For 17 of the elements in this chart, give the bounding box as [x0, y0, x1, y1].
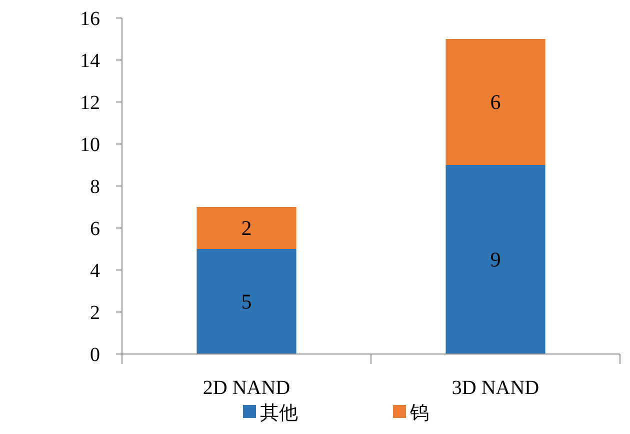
- data-label: 6: [490, 90, 501, 114]
- y-tick-label: 14: [80, 50, 100, 72]
- legend-label: 其他: [260, 402, 298, 424]
- y-tick-label: 12: [80, 92, 100, 114]
- y-tick-label: 4: [90, 260, 100, 282]
- data-label: 5: [241, 290, 252, 314]
- x-tick-label: 3D NAND: [452, 377, 540, 399]
- legend-label: 钨: [409, 402, 429, 424]
- y-tick-label: 0: [90, 344, 100, 366]
- data-label: 9: [490, 248, 501, 272]
- x-tick-label: 2D NAND: [202, 377, 290, 399]
- y-tick-label: 10: [80, 134, 100, 156]
- data-label: 2: [241, 216, 252, 240]
- y-tick-label: 8: [90, 176, 100, 198]
- y-tick-label: 16: [80, 8, 100, 30]
- y-tick-label: 6: [90, 218, 100, 240]
- y-tick-label: 2: [90, 302, 100, 324]
